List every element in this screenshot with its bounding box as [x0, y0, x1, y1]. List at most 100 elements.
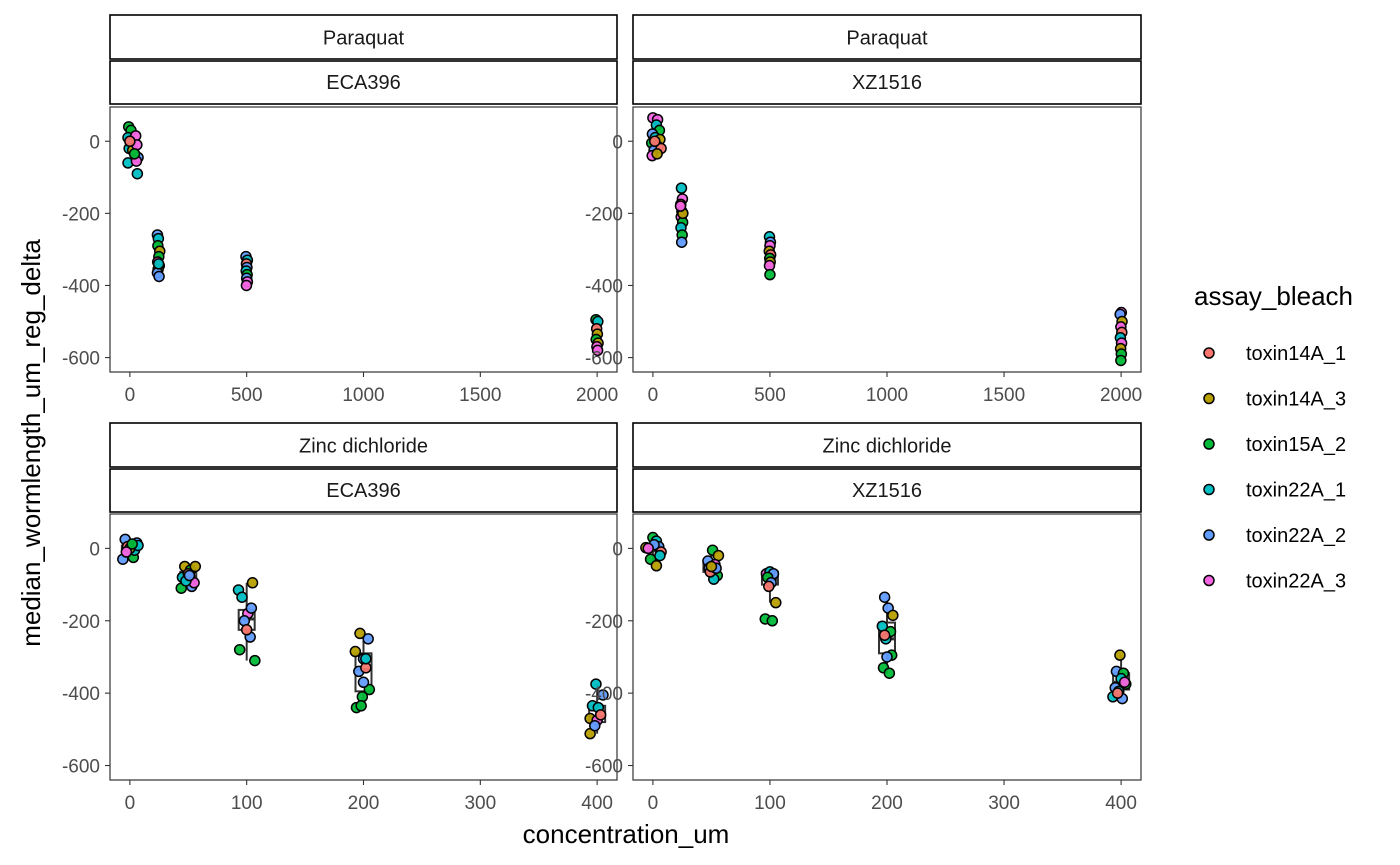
data-point	[249, 654, 261, 667]
legend-label: toxin15A_2	[1246, 434, 1346, 456]
x-tick-label: 1000	[866, 385, 908, 406]
x-tick-label: 0	[125, 385, 136, 406]
y-tick-label: -600	[585, 349, 623, 370]
data-point	[589, 719, 601, 732]
legend-key	[1203, 438, 1215, 450]
data-point	[233, 643, 246, 656]
y-tick-label: 0	[89, 132, 100, 153]
legend: toxin14A_1 toxin14A_3 toxin15A_2 toxin22A_1…	[1203, 343, 1346, 593]
panel-4: Zinc dichloride XZ1516 0 -200 -400 -600 0 100 20…	[585, 422, 1142, 814]
x-tick-label: 0	[125, 793, 136, 814]
data-point	[152, 258, 165, 270]
x-tick-label: 0	[648, 385, 659, 406]
data-point	[363, 683, 376, 696]
x-tick-label: 2000	[576, 385, 618, 406]
data-point	[183, 569, 196, 582]
data-point	[591, 344, 604, 357]
x-tick-label: 100	[231, 793, 263, 814]
legend-key	[1203, 529, 1215, 541]
x-tick-label: 400	[1105, 793, 1137, 814]
legend-label: toxin22A_3	[1246, 571, 1346, 593]
data-point	[766, 615, 779, 627]
data-point	[240, 279, 253, 292]
facet-strip-toxicant	[109, 14, 618, 60]
legend-label: toxin14A_1	[1246, 343, 1346, 365]
points	[117, 533, 609, 740]
legend-key	[1203, 392, 1215, 405]
data-point	[126, 538, 138, 550]
data-point	[1118, 676, 1131, 689]
x-tick-label: 1500	[459, 385, 501, 406]
x-axis-title: concentration_um	[523, 819, 730, 849]
legend-key	[1203, 574, 1215, 587]
legend-item: toxin22A_2	[1203, 525, 1346, 547]
x-tick-label: 1500	[983, 385, 1025, 406]
data-point	[245, 602, 258, 614]
facet-strip-strain	[632, 468, 1142, 513]
facet-strip-toxicant	[632, 422, 1142, 468]
data-point	[357, 676, 370, 689]
facet-label-toxicant: Paraquat	[323, 28, 405, 50]
legend-item: toxin14A_1	[1203, 343, 1346, 365]
y-tick-label: -600	[62, 757, 100, 778]
legend-label: toxin14A_3	[1246, 389, 1346, 411]
data-point	[1111, 687, 1124, 699]
data-point	[240, 624, 253, 636]
facet-strip-toxicant	[109, 422, 618, 468]
data-point	[246, 577, 259, 589]
facet-strip-strain	[109, 60, 618, 105]
facet-strip-toxicant	[632, 14, 1142, 60]
data-point	[597, 689, 609, 701]
points	[645, 112, 1128, 367]
data-point	[355, 700, 367, 712]
x-tick-label: 2000	[1100, 385, 1142, 406]
legend-item: toxin15A_2	[1203, 434, 1346, 456]
y-tick-label: -200	[62, 612, 100, 633]
y-tick-label: -200	[62, 204, 100, 225]
data-point	[590, 678, 602, 690]
x-tick-label: 200	[348, 793, 380, 814]
panel-border	[109, 106, 618, 373]
data-point	[124, 135, 136, 148]
data-point	[594, 709, 607, 721]
data-point	[360, 653, 372, 665]
data-point	[674, 200, 687, 212]
data-point	[887, 609, 899, 622]
y-tick-label: -400	[62, 276, 100, 297]
data-point	[881, 651, 893, 663]
panel-border	[632, 106, 1142, 373]
y-tick-label: -400	[585, 684, 623, 705]
y-tick-label: 0	[612, 132, 623, 153]
x-tick-label: 100	[754, 793, 786, 814]
points	[122, 121, 604, 357]
panel-3: Zinc dichloride ECA396 0 -200 -400 -600 0 100 20…	[62, 422, 618, 814]
points	[640, 531, 1132, 705]
data-point	[675, 236, 688, 248]
facet-label-strain: XZ1516	[852, 72, 922, 94]
data-point	[878, 591, 891, 603]
x-tick-label: 400	[581, 793, 613, 814]
data-point	[349, 645, 362, 658]
facet-strip-strain	[109, 468, 618, 513]
data-point	[651, 148, 663, 160]
data-point	[654, 549, 666, 562]
data-point	[763, 580, 775, 593]
y-tick-label: -200	[585, 204, 623, 225]
data-point	[675, 182, 688, 194]
legend-item: toxin22A_1	[1203, 480, 1346, 502]
legend-label: toxin22A_2	[1246, 525, 1346, 547]
facet-label-toxicant: Zinc dichloride	[299, 436, 428, 458]
data-point	[354, 627, 366, 640]
x-tick-label: 200	[871, 793, 903, 814]
data-point	[236, 591, 248, 603]
x-tick-label: 300	[988, 793, 1020, 814]
data-point	[642, 542, 654, 555]
x-tick-label: 500	[754, 385, 786, 406]
data-point	[153, 270, 165, 283]
data-point	[650, 560, 663, 572]
legend-item: toxin14A_3	[1203, 389, 1346, 411]
data-point	[705, 560, 718, 573]
y-tick-label: -400	[585, 276, 623, 297]
